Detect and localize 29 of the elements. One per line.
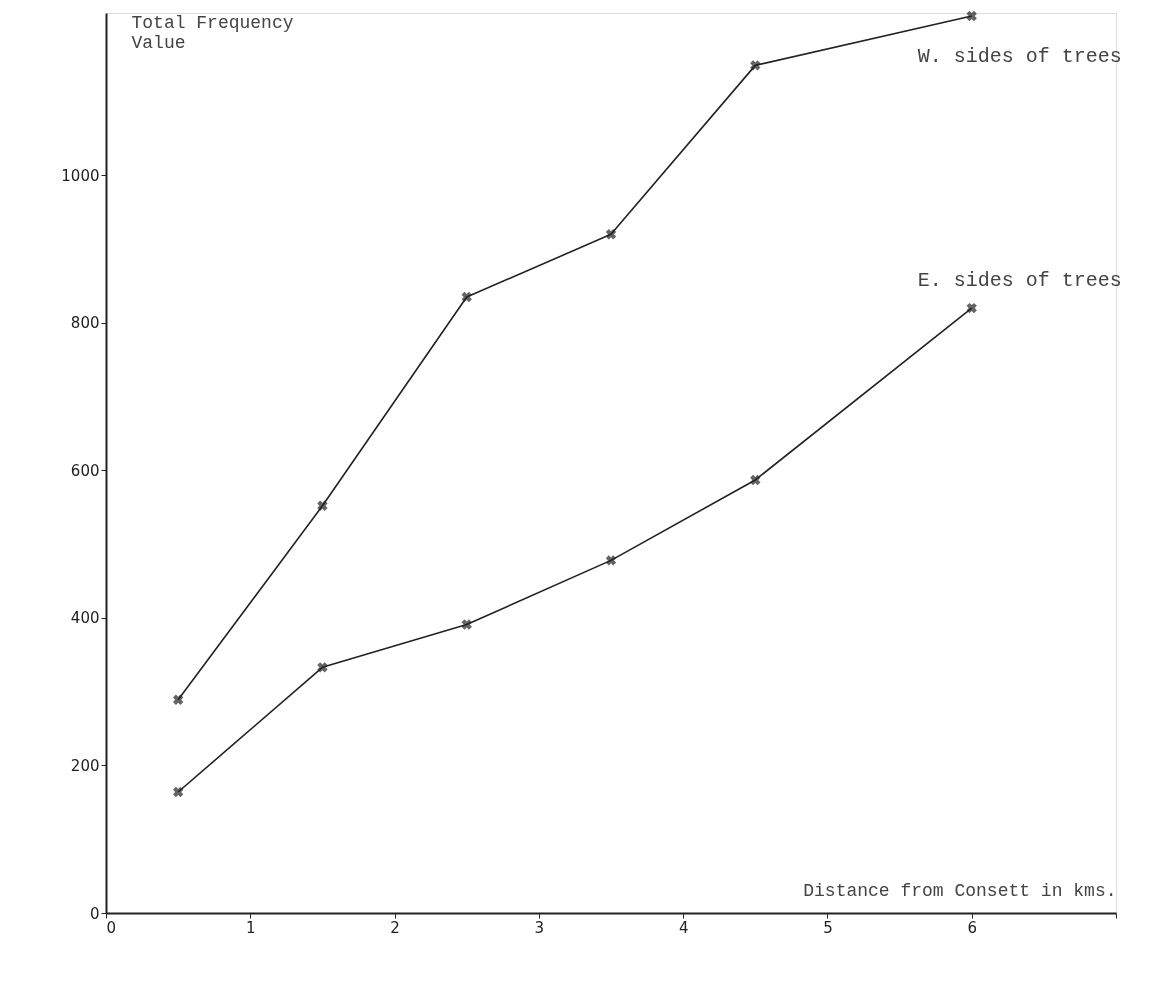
y-tick-label: 800 — [70, 314, 100, 333]
point — [966, 10, 977, 22]
point — [461, 291, 472, 303]
y-tick-label: 400 — [70, 609, 100, 628]
point — [966, 302, 977, 314]
point — [750, 60, 761, 71]
y-tick-label: 0 — [89, 904, 100, 923]
point — [605, 555, 617, 566]
x-tick-label: 0 — [106, 918, 117, 937]
x-tick-label: 3 — [534, 918, 545, 937]
point — [317, 662, 328, 673]
y-tick-label: 200 — [70, 756, 100, 775]
point — [461, 619, 472, 630]
x-tick-label: 4 — [678, 918, 689, 937]
series-label: W. sides of trees — [917, 44, 1122, 68]
y-axis-title: Total Frequency Value — [131, 12, 294, 53]
point — [605, 229, 617, 240]
point — [317, 500, 328, 511]
x-tick-label: 2 — [390, 918, 400, 937]
x-tick-label: 6 — [967, 918, 977, 937]
point — [172, 786, 184, 798]
text: E. sides of trees — [917, 269, 1122, 293]
x-axis-title: Distance from Consett in kms. — [803, 880, 1117, 901]
x-tick-label: 5 — [823, 918, 833, 937]
point — [172, 694, 184, 705]
x-tick-label: 1 — [246, 918, 256, 937]
y-tick-label: 1000 — [61, 166, 100, 185]
y-tick-label: 600 — [70, 461, 100, 480]
point — [750, 474, 761, 486]
